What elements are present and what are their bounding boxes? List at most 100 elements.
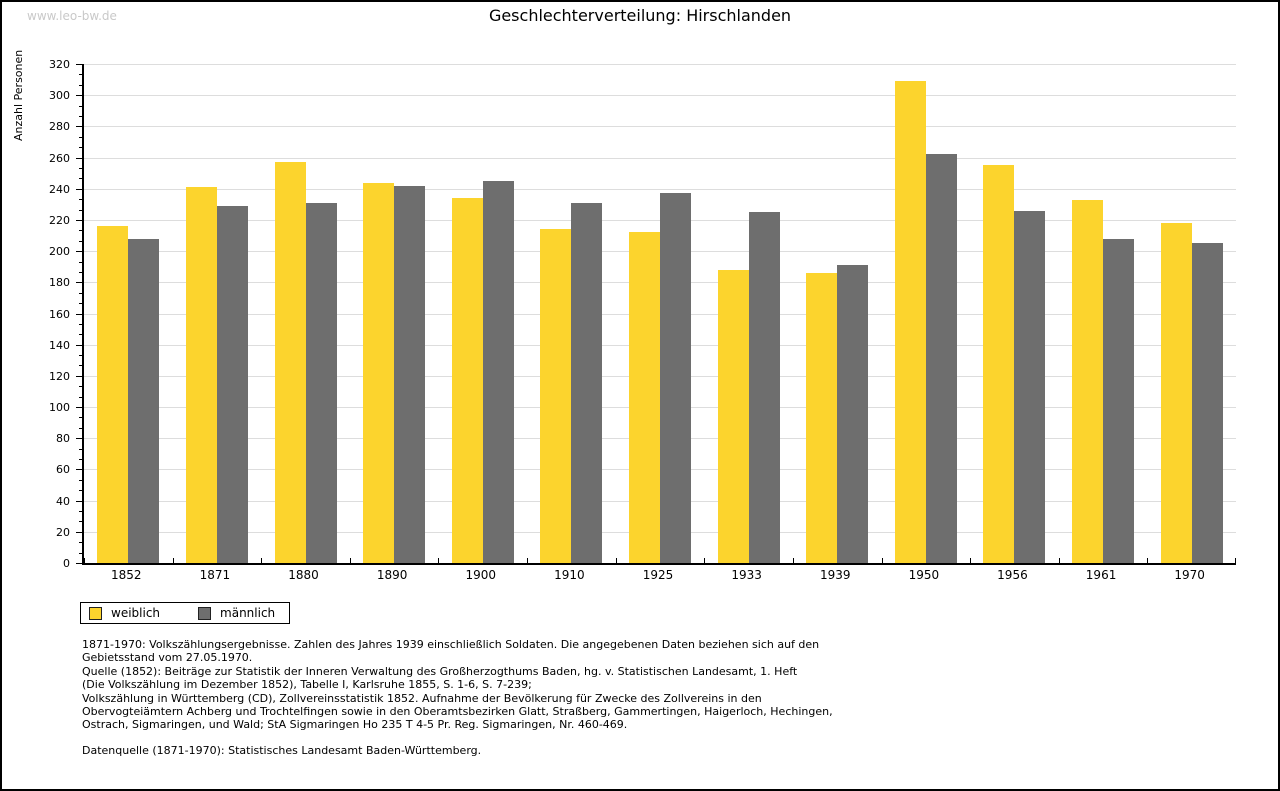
x-axis-tick xyxy=(970,558,972,563)
y-axis-tick xyxy=(76,313,82,315)
y-tick-label: 260 xyxy=(49,151,70,165)
y-axis-minor-tick xyxy=(79,511,82,513)
y-tick-label: 140 xyxy=(49,338,70,352)
x-tick-label-1970: 1970 xyxy=(1174,568,1205,582)
bar-weiblich-1925 xyxy=(629,232,660,563)
x-tick-label-1871: 1871 xyxy=(199,568,231,582)
y-axis-tick xyxy=(76,219,82,221)
chart-title: Geschlechterverteilung: Hirschlanden xyxy=(488,6,792,25)
y-axis-tick xyxy=(76,563,82,564)
bar-männlich-1961 xyxy=(1103,238,1135,563)
bar-männlich-1970 xyxy=(1191,243,1223,563)
y-tick-label: 40 xyxy=(56,494,70,508)
gridline-260 xyxy=(84,157,1236,159)
y-tick-label: 120 xyxy=(49,369,70,383)
y-axis-minor-tick xyxy=(79,490,82,492)
x-axis-tick xyxy=(527,558,529,563)
y-tick-label: 60 xyxy=(56,463,70,477)
x-axis-tick xyxy=(261,558,263,563)
x-axis-tick xyxy=(615,558,617,563)
bar-männlich-1933 xyxy=(748,212,780,563)
bar-weiblich-1961 xyxy=(1072,199,1104,563)
legend-swatch-männlich xyxy=(198,606,212,620)
y-axis-minor-tick xyxy=(79,386,82,388)
footnote-line-1: 1871-1970: Volkszählungsergebnisse. Zahl… xyxy=(82,638,820,651)
y-tick-label: 0 xyxy=(63,557,70,570)
y-tick-label: 20 xyxy=(56,525,70,539)
y-axis-minor-tick xyxy=(79,292,82,294)
x-axis-tick xyxy=(172,558,174,563)
y-axis-minor-tick xyxy=(79,417,82,419)
y-tick-label: 80 xyxy=(56,432,70,446)
x-axis: 1852 1871 1880 1890 1900 1910 1925 1933 1939 1950… xyxy=(82,568,1234,584)
y-axis-minor-tick xyxy=(79,136,82,138)
gridline-240 xyxy=(84,188,1236,190)
y-axis: 0 20 40 60 80 100 120 140 160 180 200 220 240 260 280 3… xyxy=(2,58,82,570)
y-tick-label: 280 xyxy=(49,120,70,134)
bar-weiblich-1852 xyxy=(97,226,129,563)
legend-label: weiblich xyxy=(111,606,161,620)
x-axis-tick xyxy=(704,558,706,563)
watermark: www.leo-bw.de xyxy=(27,9,117,23)
bar-chart-plot-area xyxy=(82,64,1236,565)
x-axis-tick xyxy=(881,558,883,563)
x-tick-label-1925: 1925 xyxy=(642,568,674,582)
y-axis-tick xyxy=(76,344,82,346)
bar-weiblich-1956 xyxy=(983,165,1015,563)
y-axis-minor-tick xyxy=(79,105,82,107)
bar-weiblich-1950 xyxy=(894,81,926,563)
y-axis-minor-tick xyxy=(79,323,82,325)
y-axis-minor-tick xyxy=(79,271,82,273)
x-tick-label-1890: 1890 xyxy=(376,568,408,582)
y-axis-tick xyxy=(76,375,82,377)
y-axis-tick xyxy=(76,188,82,190)
y-tick-label: 200 xyxy=(49,245,70,259)
y-axis-minor-tick xyxy=(79,542,82,544)
y-axis-minor-tick xyxy=(79,115,82,117)
x-axis-tick xyxy=(1235,558,1236,563)
y-axis-minor-tick xyxy=(79,230,82,232)
legend: weiblich männlich xyxy=(80,602,291,624)
bar-männlich-1890 xyxy=(394,185,426,563)
x-tick-label-1933: 1933 xyxy=(731,568,762,582)
x-tick-label-1910: 1910 xyxy=(554,568,585,582)
y-axis-minor-tick xyxy=(79,479,82,481)
y-axis-minor-tick xyxy=(79,240,82,242)
x-axis-tick xyxy=(1058,558,1060,563)
legend-item-weiblich: weiblich xyxy=(89,606,160,620)
bar-männlich-1900 xyxy=(482,180,514,563)
gridline-280 xyxy=(84,126,1236,128)
footnote-line-2: Gebietsstand vom 27.05.1970. xyxy=(82,651,253,665)
x-axis-tick xyxy=(84,558,85,563)
y-axis-minor-tick xyxy=(79,178,82,180)
footnote-line-5: Volkszählung in Württemberg (CD), Zollve… xyxy=(82,691,762,705)
x-axis-tick xyxy=(438,558,440,563)
y-axis-tick xyxy=(76,157,82,159)
x-tick-label-1939: 1939 xyxy=(819,568,851,582)
bar-männlich-1880 xyxy=(305,202,337,563)
x-tick-label-1852: 1852 xyxy=(111,568,142,582)
y-axis-tick xyxy=(76,251,82,253)
x-tick-label-1900: 1900 xyxy=(465,568,497,582)
bar-männlich-1956 xyxy=(1014,210,1046,563)
y-tick-label: 180 xyxy=(49,276,70,290)
y-axis-minor-tick xyxy=(79,261,82,263)
bar-weiblich-1880 xyxy=(274,162,306,563)
bar-weiblich-1890 xyxy=(363,182,395,563)
y-axis-minor-tick xyxy=(79,459,82,461)
gridline-320 xyxy=(84,64,1236,65)
y-axis-minor-tick xyxy=(79,147,82,149)
y-axis-tick xyxy=(76,407,82,409)
x-tick-label-1950: 1950 xyxy=(908,568,940,582)
y-axis-minor-tick xyxy=(79,355,82,357)
bar-männlich-1910 xyxy=(571,202,603,563)
y-axis-tick xyxy=(76,64,82,65)
footnote-line-4: (Die Volkszählung im Dezember 1852), Tab… xyxy=(82,678,532,692)
footnotes: 1871-1970: Volkszählungsergebnisse. Zahl… xyxy=(82,638,1212,757)
x-tick-label-1956: 1956 xyxy=(997,568,1028,582)
y-axis-minor-tick xyxy=(79,334,82,336)
y-tick-label: 220 xyxy=(49,213,70,227)
y-axis-minor-tick xyxy=(79,84,82,86)
y-axis-tick xyxy=(76,438,82,440)
